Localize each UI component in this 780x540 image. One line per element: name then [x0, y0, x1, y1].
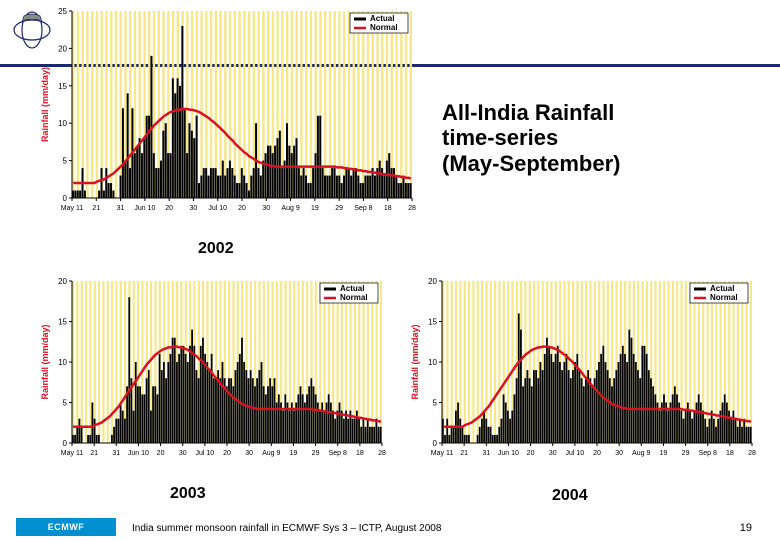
svg-text:Jun 10: Jun 10: [498, 450, 519, 457]
title-line: time-series: [442, 125, 742, 150]
svg-text:0: 0: [63, 194, 68, 203]
svg-text:15: 15: [428, 318, 437, 327]
svg-text:Jul 10: Jul 10: [196, 450, 215, 457]
svg-text:20: 20: [593, 450, 601, 457]
svg-text:10: 10: [58, 358, 67, 367]
svg-text:Actual: Actual: [710, 284, 734, 293]
svg-text:28: 28: [408, 205, 416, 212]
svg-text:5: 5: [63, 399, 68, 408]
svg-text:30: 30: [245, 450, 253, 457]
svg-text:Rainfall (mm/day): Rainfall (mm/day): [410, 324, 420, 399]
svg-text:28: 28: [378, 450, 386, 457]
chart-2004: 0 5 10 15 20 May 11 21 31 Jun 10 20 30 Jul 10 20 30 Au…: [408, 275, 758, 465]
svg-text:Rainfall (mm/day): Rainfall (mm/day): [40, 67, 50, 142]
svg-text:21: 21: [92, 205, 100, 212]
svg-text:19: 19: [290, 450, 298, 457]
svg-text:May 11: May 11: [61, 205, 84, 212]
svg-text:May 11: May 11: [61, 450, 84, 457]
svg-text:18: 18: [726, 450, 734, 457]
year-label-2004: 2004: [552, 487, 588, 505]
svg-text:Jun 10: Jun 10: [134, 205, 155, 212]
svg-text:31: 31: [112, 450, 120, 457]
svg-text:19: 19: [660, 450, 668, 457]
svg-text:Actual: Actual: [370, 14, 394, 23]
svg-text:28: 28: [748, 450, 756, 457]
svg-text:29: 29: [312, 450, 320, 457]
ecmwf-logo: ECMWF: [16, 518, 116, 536]
svg-text:10: 10: [428, 358, 437, 367]
svg-text:Normal: Normal: [710, 293, 738, 302]
svg-text:0: 0: [433, 439, 438, 448]
svg-text:5: 5: [433, 399, 438, 408]
svg-text:15: 15: [58, 318, 67, 327]
slide-footer: ECMWF India summer monsoon rainfall in E…: [0, 516, 780, 540]
svg-text:30: 30: [179, 450, 187, 457]
svg-text:18: 18: [384, 205, 392, 212]
svg-text:0: 0: [63, 439, 68, 448]
svg-text:20: 20: [428, 277, 437, 286]
svg-text:20: 20: [58, 44, 67, 53]
svg-text:20: 20: [58, 277, 67, 286]
svg-text:Actual: Actual: [340, 284, 364, 293]
svg-text:29: 29: [682, 450, 690, 457]
svg-text:30: 30: [190, 205, 198, 212]
svg-text:Jul 10: Jul 10: [566, 450, 585, 457]
slide-title: All-India Rainfall time-series (May-Sept…: [442, 100, 742, 176]
svg-text:5: 5: [63, 157, 68, 166]
svg-text:21: 21: [90, 450, 98, 457]
svg-text:Sep 8: Sep 8: [699, 450, 717, 457]
svg-text:29: 29: [335, 205, 343, 212]
svg-text:Aug 9: Aug 9: [262, 450, 280, 457]
svg-text:Rainfall (mm/day): Rainfall (mm/day): [40, 324, 50, 399]
svg-text:20: 20: [165, 205, 173, 212]
svg-text:21: 21: [460, 450, 468, 457]
svg-text:Normal: Normal: [340, 293, 368, 302]
svg-text:Normal: Normal: [370, 23, 398, 32]
svg-text:20: 20: [527, 450, 535, 457]
svg-text:30: 30: [615, 450, 623, 457]
svg-text:19: 19: [311, 205, 319, 212]
year-label-2002: 2002: [198, 240, 234, 258]
page-number: 19: [740, 522, 752, 534]
svg-text:Jul 10: Jul 10: [208, 205, 227, 212]
svg-text:20: 20: [157, 450, 165, 457]
svg-text:Jun 10: Jun 10: [128, 450, 149, 457]
year-label-2003: 2003: [170, 485, 206, 503]
svg-text:May 11: May 11: [431, 450, 454, 457]
svg-text:31: 31: [117, 205, 125, 212]
svg-text:20: 20: [223, 450, 231, 457]
svg-text:18: 18: [356, 450, 364, 457]
svg-text:Aug 9: Aug 9: [281, 205, 299, 212]
svg-text:15: 15: [58, 82, 67, 91]
svg-text:10: 10: [58, 119, 67, 128]
svg-text:31: 31: [482, 450, 490, 457]
chart-2003: 0 5 10 15 20 May 11 21 31 Jun 10 20 30 Jul 10 20 30 Au…: [38, 275, 388, 465]
slide: { "title": { "line1": "All-India Rainfal…: [0, 0, 780, 540]
svg-text:20: 20: [238, 205, 246, 212]
svg-text:Sep 8: Sep 8: [329, 450, 347, 457]
title-line: (May-September): [442, 151, 742, 176]
svg-text:30: 30: [262, 205, 270, 212]
svg-text:Aug 9: Aug 9: [632, 450, 650, 457]
footer-text: India summer monsoon rainfall in ECMWF S…: [132, 523, 441, 534]
title-line: All-India Rainfall: [442, 100, 742, 125]
chart-2002: 0 5 10 15 20 25 May 11 21 31 Jun 10 20 30 Jul 10 20 30…: [38, 5, 418, 220]
svg-text:25: 25: [58, 7, 67, 16]
svg-text:Sep 8: Sep 8: [354, 205, 372, 212]
svg-text:30: 30: [549, 450, 557, 457]
